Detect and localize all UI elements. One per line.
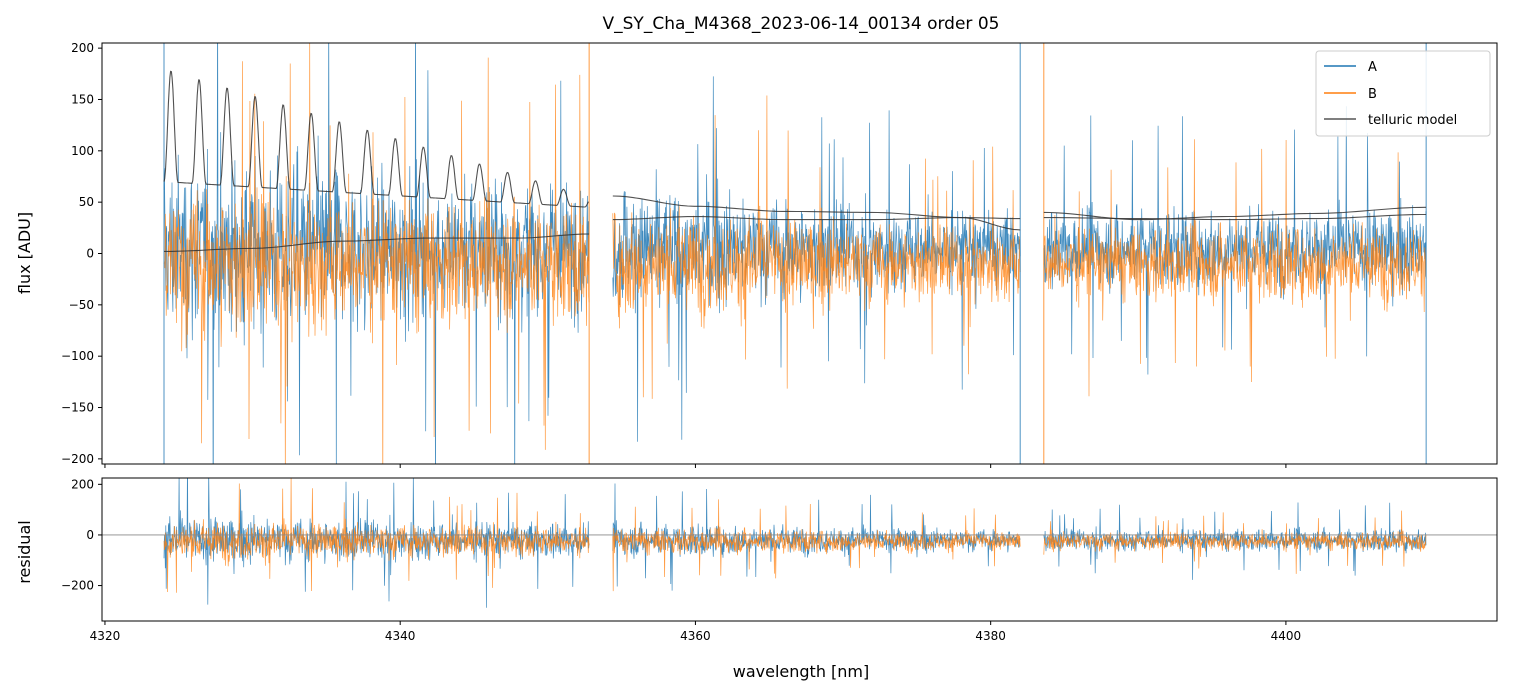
legend: A B telluric model xyxy=(1315,50,1491,137)
telluric-model-line-0 xyxy=(164,233,590,252)
x-tick-label: 4320 xyxy=(90,629,121,643)
x-tick-label: 4400 xyxy=(1271,629,1302,643)
spectrum-y-tick-label: 100 xyxy=(71,144,94,158)
x-tick-label: 4340 xyxy=(385,629,416,643)
legend-label-telluric-model: telluric model xyxy=(1368,113,1457,128)
spectrum-y-tick-label: −50 xyxy=(69,298,94,312)
residual-x-axis: 4320 4340 4360 4380 4400 xyxy=(90,621,1301,643)
residual-y-tick-label: 0 xyxy=(86,528,94,542)
legend-label-a: A xyxy=(1368,60,1377,75)
residual-y-axis: −200 0 200 xyxy=(61,477,102,593)
telluric-model-line-2 xyxy=(612,215,1021,221)
spectrum-y-tick-label: −200 xyxy=(61,452,94,466)
spectrum-x-axis xyxy=(104,464,1287,468)
series-b-spectrum-line xyxy=(163,43,1427,464)
telluric-model-fringe-line xyxy=(163,70,589,208)
spectrum-y-tick-label: 200 xyxy=(71,41,94,55)
legend-frame xyxy=(1315,50,1491,137)
residual-axes-frame xyxy=(101,477,1498,622)
spectrum-y-tick-label: 0 xyxy=(86,247,94,261)
telluric-model-line-4 xyxy=(1043,213,1427,221)
series-b-residual-line xyxy=(163,478,1427,593)
spectrum-y-axis-label: flux [ADU] xyxy=(15,212,34,294)
spectrum-y-tick-label: 150 xyxy=(71,92,94,106)
x-axis-label: wavelength [nm] xyxy=(733,662,870,681)
residual-y-axis-label: residual xyxy=(15,520,34,583)
spectrum-y-axis: −200 −150 −100 −50 0 50 100 150 200 xyxy=(61,41,102,466)
residual-y-tick-label: 200 xyxy=(71,477,94,491)
x-tick-label: 4380 xyxy=(975,629,1006,643)
spectrum-panel: −200 −150 −100 −50 0 50 100 150 200 flux [ADU] A… xyxy=(15,41,1498,468)
residual-plot-area xyxy=(102,478,1497,608)
residual-panel: −200 0 200 4320 4340 4360 4380 4400 residual w… xyxy=(15,477,1498,681)
spectrum-y-tick-label: −150 xyxy=(61,401,94,415)
spectrum-y-tick-label: 50 xyxy=(79,195,94,209)
x-tick-label: 4360 xyxy=(680,629,711,643)
legend-label-b: B xyxy=(1368,87,1377,102)
residual-y-tick-label: −200 xyxy=(61,579,94,593)
chart-title: V_SY_Cha_M4368_2023-06-14_00134 order 05 xyxy=(603,14,1000,34)
spectrum-y-tick-label: −100 xyxy=(61,349,94,363)
